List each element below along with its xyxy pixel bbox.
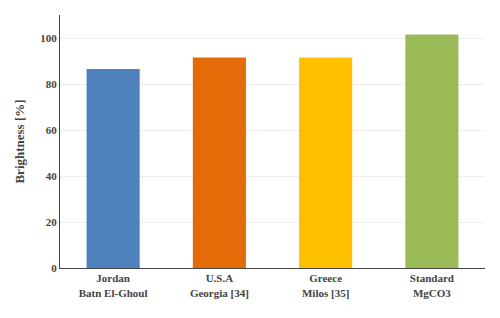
svg-text:JordanBatn El-Ghoul: JordanBatn El-Ghoul <box>79 272 148 298</box>
svg-text:80: 80 <box>46 78 58 90</box>
svg-text:40: 40 <box>46 170 58 182</box>
svg-text:StandardMgCO3: StandardMgCO3 <box>410 272 454 298</box>
svg-text:0: 0 <box>51 262 57 274</box>
svg-text:U.S.AGeorgia [34]: U.S.AGeorgia [34] <box>190 272 249 298</box>
svg-text:60: 60 <box>46 124 58 136</box>
svg-text:100: 100 <box>40 32 57 44</box>
svg-text:Brightness [%]: Brightness [%] <box>12 99 27 183</box>
svg-text:20: 20 <box>46 216 58 228</box>
svg-text:GreeceMilos [35]: GreeceMilos [35] <box>302 272 349 298</box>
